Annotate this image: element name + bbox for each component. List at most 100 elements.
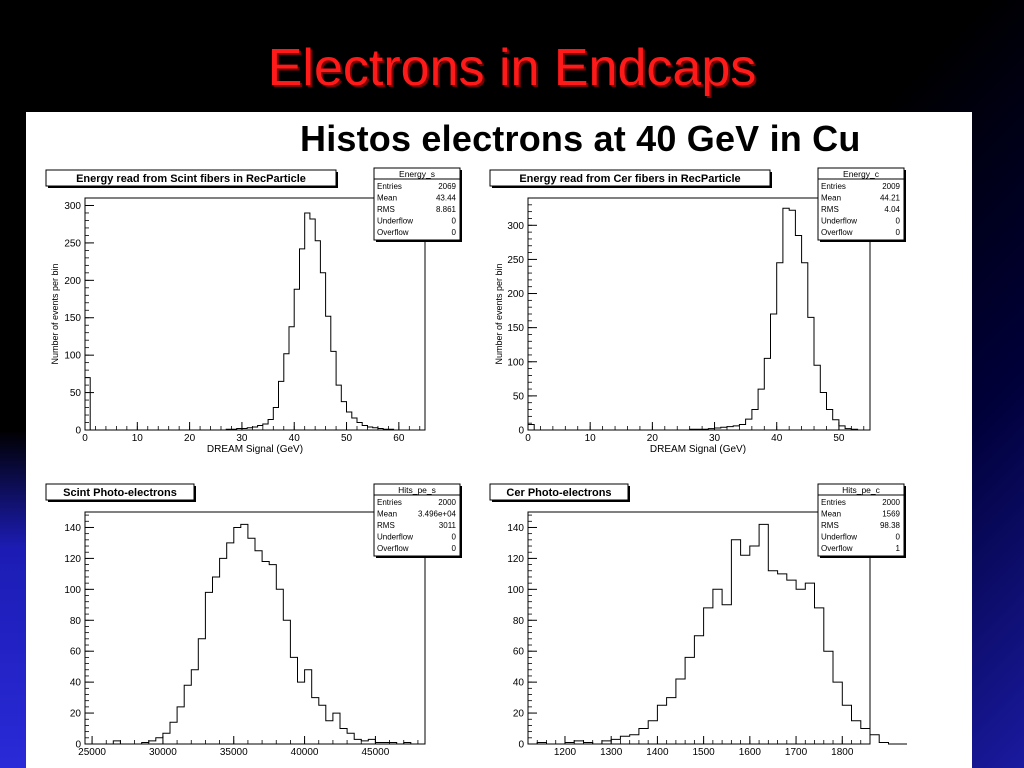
title-box (489, 483, 629, 501)
y-tick-label: 80 (513, 616, 525, 627)
y-tick-label: 60 (513, 647, 525, 658)
slide-subtitle: Histos electrons at 40 GeV in Cu (300, 118, 861, 159)
x-tick-label: 60 (393, 433, 405, 444)
stats-value: 0 (452, 533, 457, 542)
y-tick-label: 50 (513, 391, 525, 402)
y-tick-label: 0 (518, 740, 524, 751)
stats-label: Overflow (377, 228, 409, 237)
x-tick-label: 30 (709, 433, 721, 444)
stats-value: 2000 (882, 498, 900, 507)
y-tick-label: 40 (513, 678, 525, 689)
stats-value: 43.44 (436, 194, 457, 203)
stats-label: Overflow (821, 228, 853, 237)
stats-label: RMS (377, 205, 395, 214)
y-tick-label: 60 (70, 647, 82, 658)
stats-value: 3.496e+04 (418, 510, 457, 519)
stats-label: Overflow (821, 544, 853, 553)
y-tick-label: 150 (64, 313, 81, 324)
stats-value: 8.861 (436, 205, 457, 214)
y-tick-label: 50 (70, 388, 82, 399)
stats-value: 0 (896, 217, 901, 226)
x-tick-label: 1700 (785, 747, 808, 758)
stats-value: 0 (896, 228, 901, 237)
slide-title: Electrons in Endcaps (267, 39, 757, 97)
x-tick-label: 30000 (149, 747, 177, 758)
stats-label: Underflow (377, 217, 413, 226)
histogram-2: 0 10 20 30 40 50 0 50 100 150 200 250 300 DREAM Signa… (489, 167, 906, 455)
y-tick-label: 80 (70, 616, 82, 627)
y-tick-label: 250 (64, 238, 81, 249)
stats-label: Mean (377, 510, 397, 519)
y-tick-label: 40 (70, 678, 82, 689)
y-tick-label: 20 (70, 709, 82, 720)
x-tick-label: 10 (132, 433, 144, 444)
x-tick-label: 1600 (739, 747, 762, 758)
x-tick-label: 0 (82, 433, 88, 444)
x-tick-label: 40 (771, 433, 783, 444)
y-tick-label: 120 (507, 554, 524, 565)
stats-value: 2069 (438, 182, 456, 191)
stats-box (373, 167, 461, 241)
stats-value: 0 (452, 544, 457, 553)
stats-label: Overflow (377, 544, 409, 553)
stats-name: Energy_c (843, 169, 880, 179)
y-tick-label: 200 (64, 276, 81, 287)
x-tick-label: 1400 (646, 747, 669, 758)
y-tick-label: 140 (507, 523, 524, 534)
y-tick-label: 300 (64, 201, 81, 212)
x-tick-label: 25000 (78, 747, 106, 758)
histogram-title: Energy read from Scint fibers in RecPart… (76, 173, 306, 185)
y-tick-label: 0 (518, 426, 524, 437)
x-tick-label: 50 (833, 433, 845, 444)
histogram-4: 1200 1300 1400 1500 1600 1700 1800020406080100… (489, 483, 907, 758)
y-tick-label: 150 (507, 323, 524, 334)
x-axis-label: DREAM Signal (GeV) (207, 444, 303, 455)
stats-name: Hits_pe_s (398, 485, 436, 495)
stats-label: Entries (377, 498, 402, 507)
histogram-1: 0 10 20 30 40 50 60 0 50 100 150 200 250 300 DREAM Sig… (45, 167, 462, 455)
stats-name: Energy_s (399, 169, 435, 179)
histogram-title: Energy read from Cer fibers in RecPartic… (519, 173, 740, 185)
stats-value: 0 (452, 228, 457, 237)
stats-label: RMS (821, 205, 839, 214)
stats-value: 2009 (882, 182, 900, 191)
stats-value: 4.04 (884, 205, 900, 214)
y-tick-label: 100 (507, 585, 524, 596)
x-tick-label: 20 (184, 433, 196, 444)
stats-value: 1 (896, 544, 901, 553)
stats-label: RMS (821, 521, 839, 530)
histogram-title: Cer Photo-electrons (506, 487, 611, 499)
plot-frame (84, 197, 426, 431)
x-tick-label: 1500 (692, 747, 715, 758)
x-tick-label: 1800 (831, 747, 854, 758)
x-axis-label: DREAM Signal (GeV) (650, 444, 746, 455)
stats-value: 44.21 (880, 194, 901, 203)
histogram-line (528, 523, 907, 745)
y-tick-label: 0 (75, 740, 81, 751)
histogram-line (84, 212, 425, 431)
stats-label: Mean (821, 194, 841, 203)
stats-value: 0 (452, 217, 457, 226)
plot-frame (527, 511, 871, 745)
stats-value: 3011 (439, 521, 457, 530)
y-tick-label: 100 (64, 351, 81, 362)
x-tick-label: 20 (647, 433, 659, 444)
stats-label: Entries (821, 182, 846, 191)
stats-label: Mean (821, 510, 841, 519)
y-axis-label: Number of events per bin (50, 263, 60, 364)
y-tick-label: 120 (64, 554, 81, 565)
title-box (489, 169, 771, 187)
y-tick-label: 100 (64, 585, 81, 596)
stats-value: 1569 (882, 510, 900, 519)
stats-label: Entries (821, 498, 846, 507)
x-tick-label: 45000 (362, 747, 390, 758)
x-tick-label: 1300 (600, 747, 623, 758)
histogram-line (527, 207, 870, 431)
stats-label: Mean (377, 194, 397, 203)
y-tick-label: 0 (75, 426, 81, 437)
stats-value: 98.38 (880, 521, 901, 530)
stats-box (817, 167, 905, 241)
histogram-title: Scint Photo-electrons (63, 487, 177, 499)
stats-label: Underflow (377, 533, 413, 542)
